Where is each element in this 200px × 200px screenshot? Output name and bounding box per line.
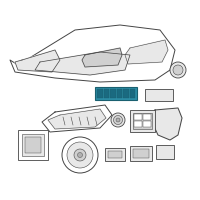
Bar — [134, 114, 142, 120]
Circle shape — [67, 142, 93, 168]
Bar — [95, 87, 137, 100]
Polygon shape — [42, 105, 112, 132]
Circle shape — [173, 65, 183, 75]
Bar — [123, 89, 128, 98]
Polygon shape — [82, 48, 122, 67]
Circle shape — [116, 118, 120, 122]
Bar — [130, 110, 155, 132]
Circle shape — [74, 149, 86, 161]
Circle shape — [170, 62, 186, 78]
Bar — [105, 148, 125, 161]
Polygon shape — [15, 50, 60, 72]
Bar — [104, 89, 109, 98]
Circle shape — [62, 137, 98, 173]
Polygon shape — [10, 25, 175, 82]
Bar — [156, 145, 174, 159]
Bar — [110, 89, 116, 98]
Bar — [143, 121, 151, 127]
Bar — [116, 89, 122, 98]
Polygon shape — [125, 40, 168, 64]
Bar — [145, 89, 173, 101]
Bar — [22, 134, 44, 156]
Bar — [133, 113, 152, 129]
Bar — [25, 137, 41, 153]
Bar — [130, 146, 152, 161]
Bar — [18, 130, 48, 160]
Polygon shape — [152, 108, 182, 140]
Bar — [134, 121, 142, 127]
Bar — [143, 114, 151, 120]
Polygon shape — [35, 52, 130, 75]
Circle shape — [111, 113, 125, 127]
Bar — [108, 151, 122, 158]
Circle shape — [78, 152, 83, 158]
Polygon shape — [48, 109, 106, 129]
Bar — [130, 89, 135, 98]
Bar — [133, 149, 149, 158]
Bar — [97, 89, 102, 98]
Circle shape — [114, 116, 122, 124]
